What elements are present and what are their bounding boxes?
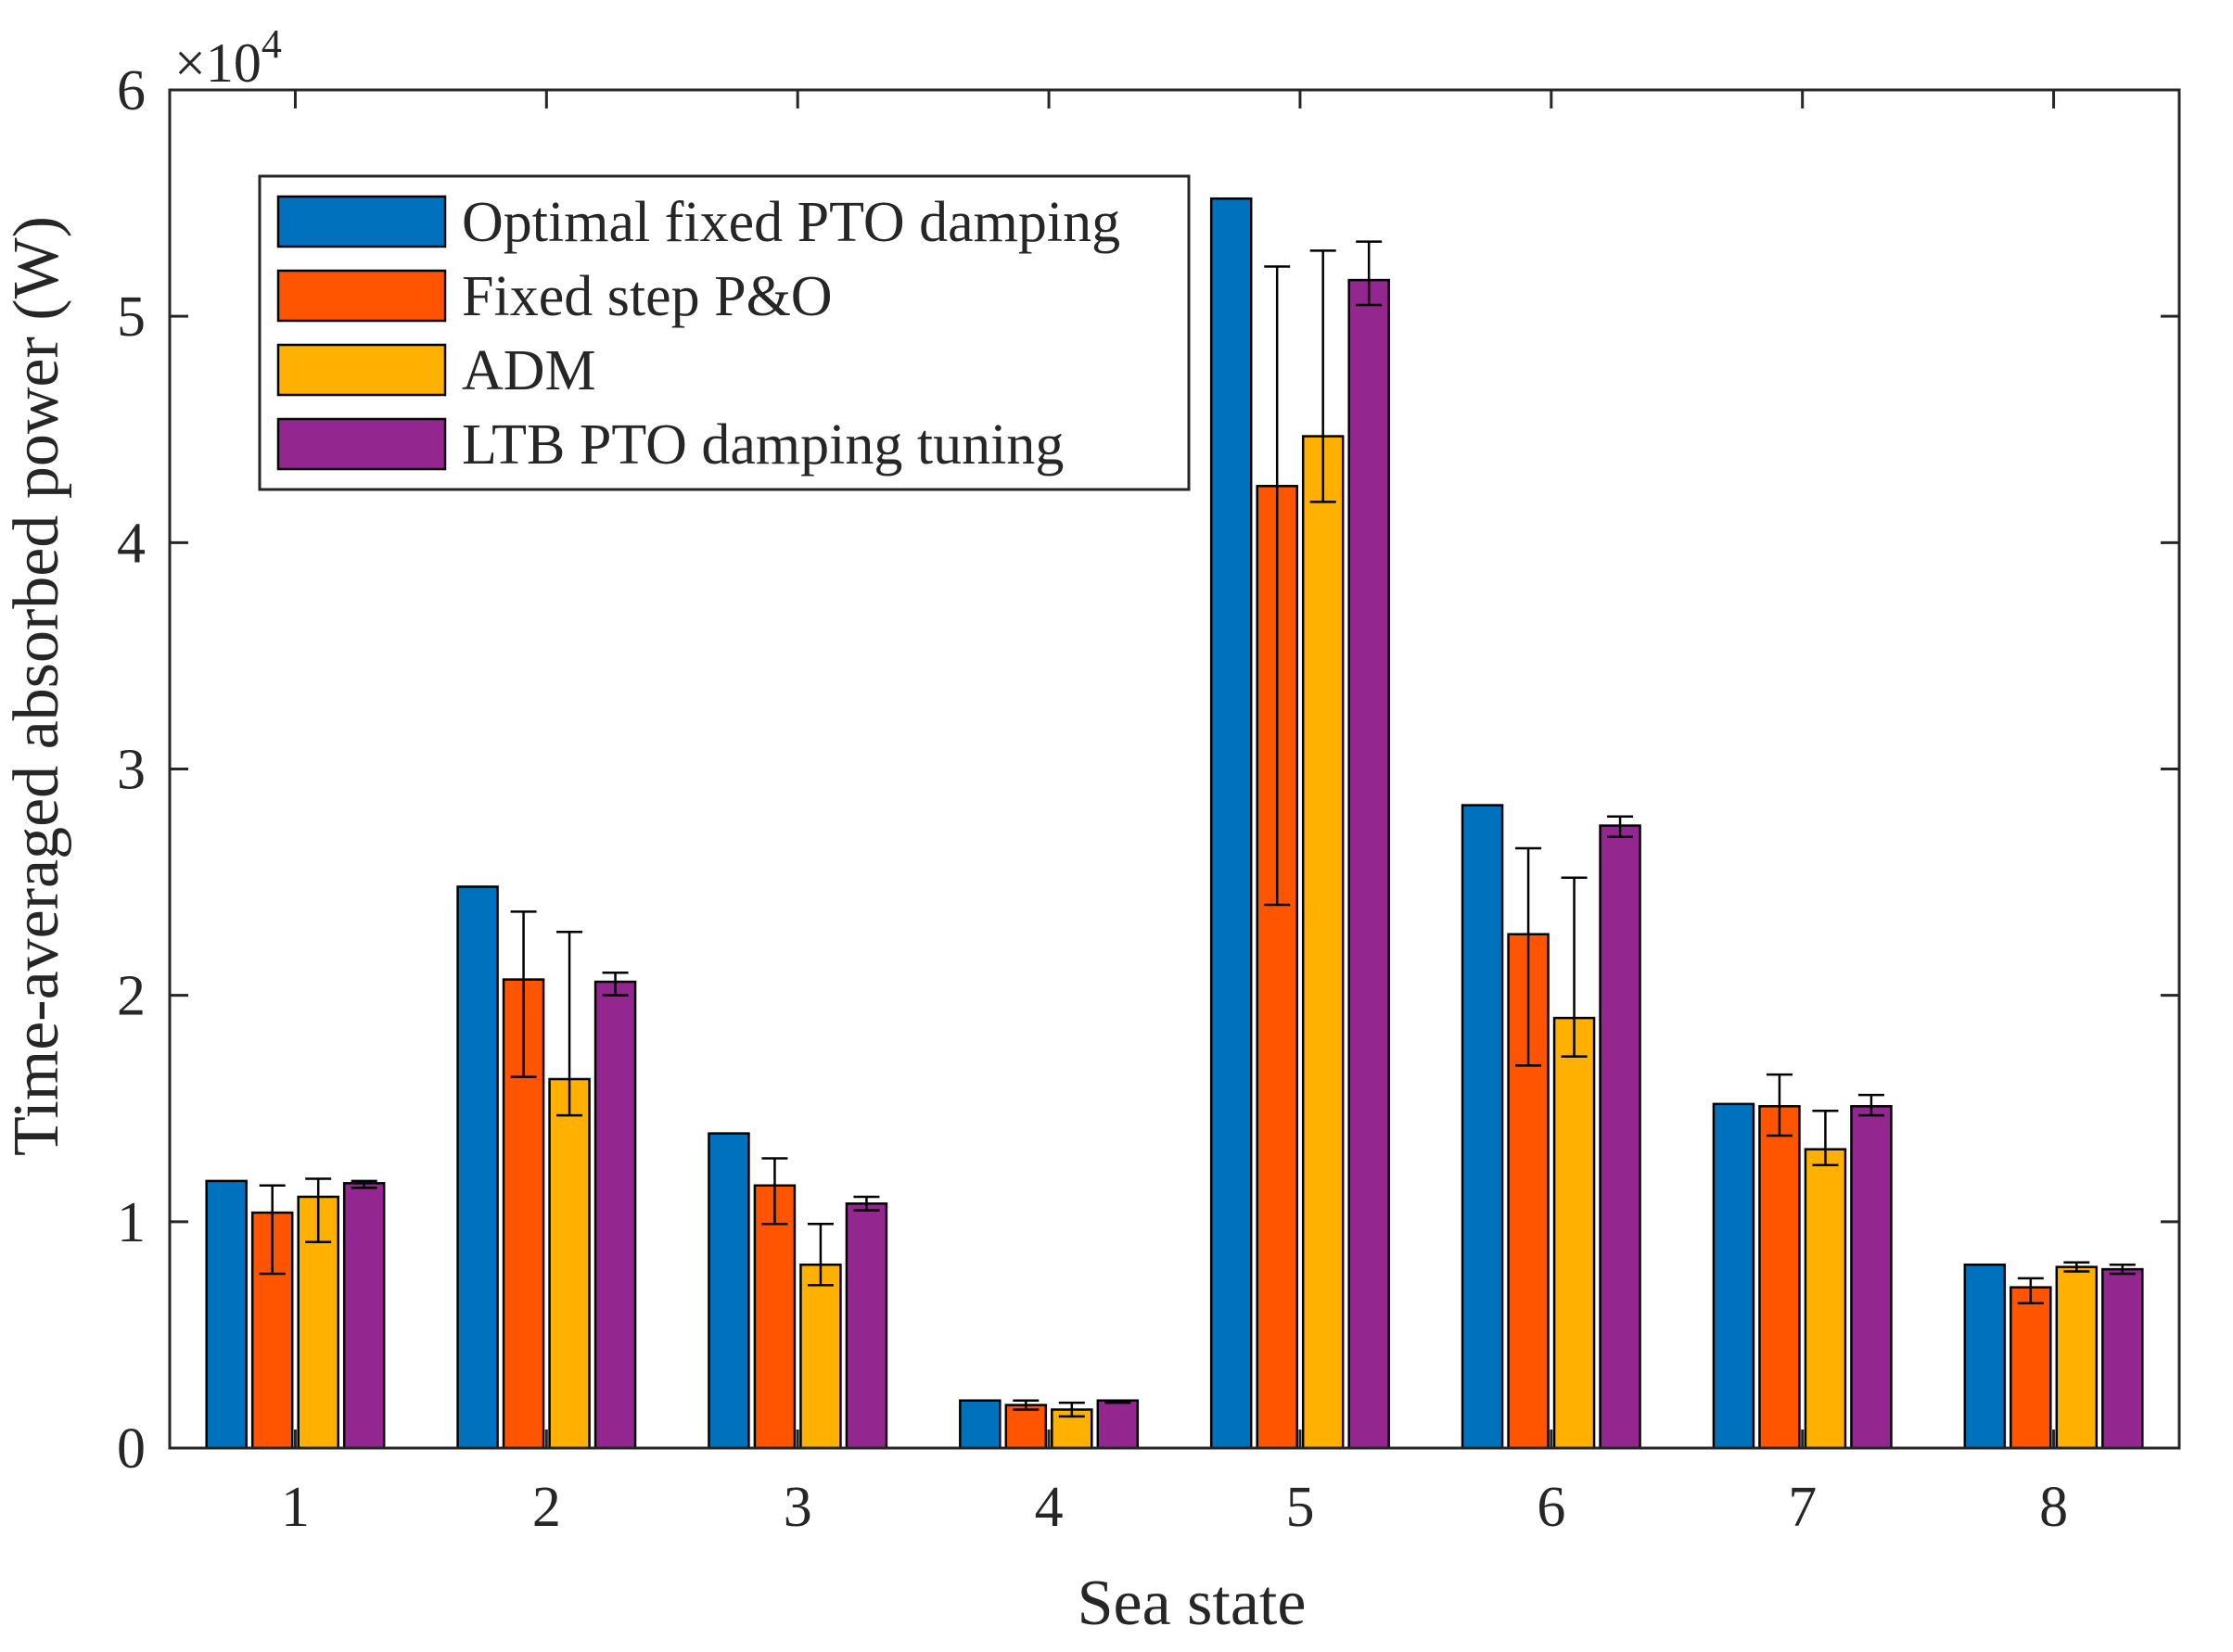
bar-series3-cat3 [799,1263,842,1450]
bar-series1-cat3 [708,1132,750,1450]
legend-item-2: Fixed step P&O [276,265,833,328]
x-axis-title: Sea state [1078,1568,1307,1639]
errorbar-series4-cat1 [351,1179,377,1189]
y-exponent-label: ×104 [174,21,282,94]
errorbar-series4-cat4 [1104,1399,1131,1404]
bar-series3-cat6 [1552,1016,1596,1450]
legend-label: LTB PTO damping tuning [462,413,1064,477]
bar-series4-cat2 [593,980,637,1450]
errorbar-series2-cat8 [2017,1277,2044,1304]
bar-series3-cat7 [1804,1148,1847,1450]
errorbar-series4-cat3 [853,1195,880,1212]
errorbar-series4-cat2 [602,972,629,997]
errorbar-series2-cat6 [1515,846,1542,1067]
bar-series1-cat1 [205,1179,248,1450]
errorbar-series3-cat7 [1812,1109,1839,1167]
legend-label: Fixed step P&O [462,265,833,328]
errorbar-series4-cat6 [1607,815,1634,838]
errorbar-series3-cat3 [807,1223,834,1287]
legend-swatch [276,343,447,397]
errorbar-series3-cat6 [1561,876,1588,1058]
bar-series1-cat2 [456,885,499,1450]
bar-series2-cat8 [2010,1286,2052,1450]
errorbar-series4-cat8 [2109,1263,2136,1276]
legend-swatch [276,417,447,471]
bar-series1-cat4 [959,1399,1002,1450]
bar-series4-cat3 [845,1202,888,1450]
errorbar-series2-cat7 [1766,1073,1793,1137]
bar-series2-cat4 [1004,1404,1048,1450]
x-tick-label: 5 [1285,1476,1314,1539]
errorbar-series3-cat1 [305,1177,332,1244]
y-tick-label: 1 [117,1191,146,1254]
errorbar-series2-cat3 [761,1157,788,1226]
errorbar-series3-cat2 [556,931,583,1117]
bar-series1-cat5 [1209,197,1253,1450]
bar-series4-cat1 [342,1182,386,1450]
errorbar-series2-cat4 [1013,1399,1040,1411]
legend-item-4: LTB PTO damping tuning [276,413,1064,477]
bar-series4-cat7 [1850,1105,1893,1450]
y-tick-label: 6 [117,59,146,122]
bar-series3-cat8 [2055,1265,2099,1450]
bar-series1-cat7 [1712,1102,1755,1450]
x-tick-label: 3 [784,1476,812,1539]
errorbar-series4-cat7 [1857,1093,1884,1117]
errorbars-layer [259,240,2136,1418]
bar-series4-cat6 [1599,824,1641,1450]
errorbar-series2-cat5 [1264,265,1291,907]
bar-series3-cat2 [548,1077,591,1450]
y-tick-label: 3 [117,739,146,802]
y-tick-label: 4 [117,512,146,575]
y-tick-label: 5 [117,286,146,349]
bar-series1-cat8 [1963,1263,2007,1450]
x-tick-label: 8 [2039,1476,2068,1539]
errorbar-series3-cat5 [1309,249,1336,503]
bar-series4-cat5 [1347,278,1390,1450]
x-tick-label: 1 [281,1476,310,1539]
legend-item-1: Optimal fixed PTO damping [276,191,1120,254]
legend-label: Optimal fixed PTO damping [462,191,1120,254]
y-tick-label: 0 [117,1417,146,1480]
legend: Optimal fixed PTO damping Fixed step P&O A… [258,174,1191,491]
legend-label: ADM [462,339,596,402]
plot-frame [168,88,2181,1450]
bar-series2-cat7 [1758,1105,1801,1450]
errorbar-series4-cat5 [1356,240,1383,307]
errorbar-series2-cat1 [259,1184,286,1276]
x-tick-label: 4 [1035,1476,1064,1539]
x-tick-labels: 1 2 3 4 5 6 7 8 [281,1476,2068,1539]
y-axis-title: Time-averaged absorbed power (W) [1,216,72,1156]
y-tick-label: 2 [117,965,146,1028]
legend-swatch [276,195,447,248]
x-tick-label: 6 [1537,1476,1565,1539]
errorbar-series2-cat2 [510,910,537,1078]
y-tick-labels: 0 1 2 3 4 5 6 [117,59,146,1480]
x-tick-label: 7 [1788,1476,1817,1539]
bar-series4-cat4 [1096,1399,1140,1450]
bar-series4-cat8 [2101,1267,2144,1450]
x-tick-label: 2 [532,1476,561,1539]
errorbar-series3-cat4 [1058,1401,1085,1418]
legend-swatch [276,269,447,323]
bar-series1-cat6 [1461,804,1504,1450]
errorbar-series3-cat8 [2063,1261,2090,1273]
bar-series3-cat5 [1301,435,1345,1450]
legend-item-3: ADM [276,339,596,402]
